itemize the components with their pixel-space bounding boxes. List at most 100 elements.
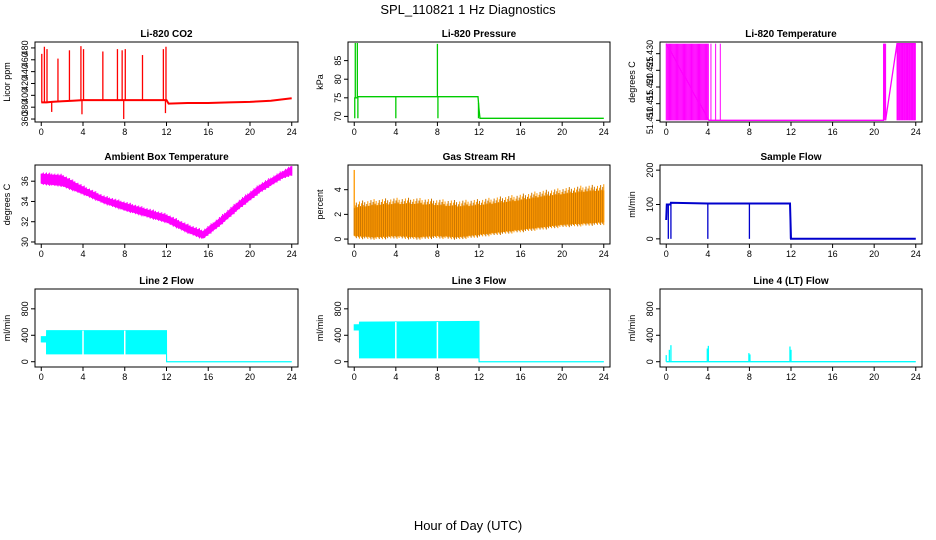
- y-tick-label: 400: [645, 328, 655, 343]
- series-line: [41, 341, 292, 363]
- x-tick-label: 16: [828, 249, 838, 259]
- x-tick-label: 4: [81, 249, 86, 259]
- y-tick-label: 51.430: [645, 40, 655, 68]
- x-tick-label: 20: [869, 249, 879, 259]
- x-tick-label: 0: [39, 249, 44, 259]
- x-tick-label: 8: [747, 249, 752, 259]
- x-tick-label: 8: [122, 249, 127, 259]
- y-tick-label: 51.410: [645, 107, 655, 135]
- x-tick-label: 20: [869, 372, 879, 382]
- y-axis-label: ml/min: [2, 315, 12, 342]
- x-tick-label: 24: [599, 372, 609, 382]
- x-tick-label: 20: [869, 127, 879, 137]
- y-tick-label: 0: [333, 237, 343, 242]
- x-tick-label: 12: [786, 249, 796, 259]
- y-tick-label: 400: [20, 328, 30, 343]
- y-tick-label: 80: [333, 74, 343, 84]
- plot-area: [665, 43, 916, 121]
- panel-title: Li-820 Temperature: [745, 29, 837, 40]
- x-tick-label: 8: [435, 127, 440, 137]
- y-tick-label: 51.415: [645, 90, 655, 118]
- x-tick-label: 4: [393, 127, 398, 137]
- panel-title: Line 3 Flow: [452, 276, 507, 287]
- panel-6: Sample Flow ml/min 0 4 8 12 16 20 24 0 100 200: [627, 152, 923, 259]
- panel-2: Li-820 Pressure kPa 0 4 8 12 16 20 24 70 75 80 85: [315, 29, 611, 137]
- x-tick-label: 0: [352, 372, 357, 382]
- figure-xlabel: Hour of Day (UTC): [414, 518, 522, 533]
- y-tick-label: 400: [20, 88, 30, 103]
- x-tick-label: 20: [557, 372, 567, 382]
- x-tick-label: 8: [122, 127, 127, 137]
- x-tick-label: 24: [287, 372, 297, 382]
- x-tick-label: 16: [203, 372, 213, 382]
- x-tick-label: 8: [747, 372, 752, 382]
- y-tick-label: 420: [20, 76, 30, 91]
- panel-8: Line 3 Flow ml/min 0 4 8 12 16 20 24 0 400 800: [315, 276, 611, 382]
- panel-9: Line 4 (LT) Flow ml/min 0 4 8 12 16 20 24 0 400 800: [627, 276, 923, 382]
- x-tick-label: 12: [161, 249, 171, 259]
- x-tick-label: 16: [516, 372, 526, 382]
- panel-title: Sample Flow: [760, 152, 821, 163]
- y-tick-label: 400: [333, 328, 343, 343]
- x-tick-label: 0: [352, 249, 357, 259]
- x-tick-label: 20: [245, 127, 255, 137]
- x-tick-label: 24: [287, 249, 297, 259]
- y-tick-label: 0: [645, 236, 655, 241]
- y-tick-label: 440: [20, 64, 30, 79]
- x-tick-label: 16: [203, 249, 213, 259]
- y-tick-label: 34: [20, 196, 30, 206]
- x-tick-label: 20: [557, 127, 567, 137]
- x-tick-label: 12: [474, 249, 484, 259]
- y-tick-label: 0: [20, 359, 30, 364]
- panel-title: Line 2 Flow: [139, 276, 194, 287]
- y-axis-label: Licor ppm: [2, 62, 12, 102]
- y-axis-label: degrees C: [627, 61, 637, 103]
- x-tick-label: 4: [705, 249, 710, 259]
- y-tick-label: 85: [333, 56, 343, 66]
- y-tick-label: 51.425: [645, 57, 655, 85]
- y-axis-label: degrees C: [2, 183, 12, 225]
- plot-area: [40, 330, 292, 363]
- panel-title: Ambient Box Temperature: [104, 152, 229, 163]
- x-tick-label: 20: [245, 372, 255, 382]
- y-tick-label: 100: [645, 197, 655, 212]
- plot-area: [41, 46, 292, 120]
- y-tick-label: 0: [333, 359, 343, 364]
- y-axis-label: ml/min: [627, 315, 637, 342]
- x-tick-label: 0: [352, 127, 357, 137]
- series-line: [354, 329, 604, 363]
- x-tick-label: 16: [516, 127, 526, 137]
- y-tick-label: 800: [645, 301, 655, 316]
- x-tick-label: 4: [705, 127, 710, 137]
- x-tick-label: 4: [393, 372, 398, 382]
- x-tick-label: 0: [664, 372, 669, 382]
- plot-area: [665, 201, 916, 240]
- x-tick-label: 20: [245, 249, 255, 259]
- x-tick-label: 24: [287, 127, 297, 137]
- y-tick-label: 360: [20, 112, 30, 127]
- x-tick-label: 20: [557, 249, 567, 259]
- x-tick-label: 24: [911, 127, 921, 137]
- y-tick-label: 32: [20, 217, 30, 227]
- x-tick-label: 4: [81, 372, 86, 382]
- y-tick-label: 0: [645, 359, 655, 364]
- plot-area: [354, 43, 604, 119]
- panel-title: Li-820 Pressure: [442, 29, 517, 40]
- panel-title: Line 4 (LT) Flow: [753, 276, 829, 287]
- x-tick-label: 16: [203, 127, 213, 137]
- y-tick-label: 30: [20, 237, 30, 247]
- panel-3: Li-820 Temperature degrees C 0 4 8 12 16 20 24 51…: [627, 29, 923, 137]
- panel-title: Li-820 CO2: [140, 29, 193, 40]
- panel-4: Ambient Box Temperature degrees C 0 4 8 12 16 2…: [2, 152, 299, 259]
- x-tick-label: 12: [474, 127, 484, 137]
- x-tick-label: 12: [474, 372, 484, 382]
- x-tick-label: 0: [39, 127, 44, 137]
- x-tick-label: 0: [664, 127, 669, 137]
- x-tick-label: 24: [911, 249, 921, 259]
- x-tick-label: 24: [911, 372, 921, 382]
- panel-7: Line 2 Flow ml/min 0 4 8 12 16 20 24 0 400 800: [2, 276, 299, 382]
- y-tick-label: 70: [333, 111, 343, 121]
